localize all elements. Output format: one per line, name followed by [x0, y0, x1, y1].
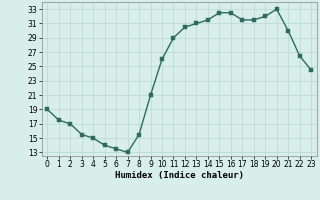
X-axis label: Humidex (Indice chaleur): Humidex (Indice chaleur) — [115, 171, 244, 180]
